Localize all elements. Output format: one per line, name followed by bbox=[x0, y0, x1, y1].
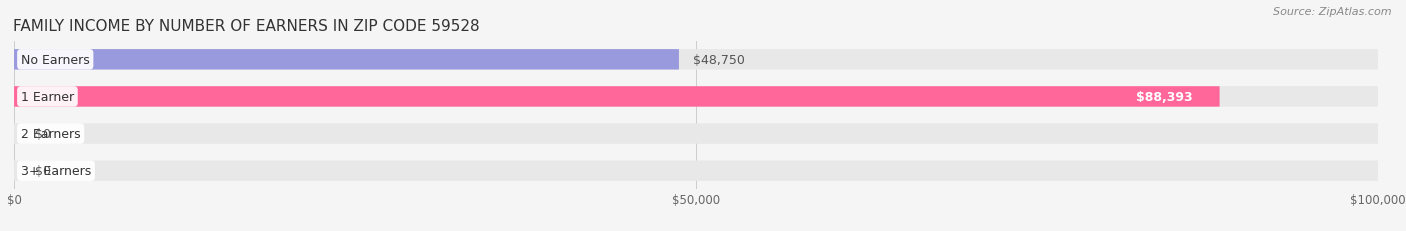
FancyBboxPatch shape bbox=[14, 50, 1378, 70]
FancyBboxPatch shape bbox=[14, 161, 1378, 181]
Text: $88,393: $88,393 bbox=[1136, 91, 1192, 103]
Text: 3+ Earners: 3+ Earners bbox=[21, 164, 91, 177]
Text: $0: $0 bbox=[35, 128, 51, 140]
Text: FAMILY INCOME BY NUMBER OF EARNERS IN ZIP CODE 59528: FAMILY INCOME BY NUMBER OF EARNERS IN ZI… bbox=[13, 18, 479, 33]
FancyBboxPatch shape bbox=[14, 87, 1378, 107]
Text: $48,750: $48,750 bbox=[693, 54, 744, 67]
FancyBboxPatch shape bbox=[14, 87, 1219, 107]
Text: Source: ZipAtlas.com: Source: ZipAtlas.com bbox=[1274, 7, 1392, 17]
Text: 2 Earners: 2 Earners bbox=[21, 128, 80, 140]
Text: 1 Earner: 1 Earner bbox=[21, 91, 75, 103]
FancyBboxPatch shape bbox=[14, 124, 1378, 144]
Text: No Earners: No Earners bbox=[21, 54, 90, 67]
Text: $0: $0 bbox=[35, 164, 51, 177]
FancyBboxPatch shape bbox=[14, 50, 679, 70]
